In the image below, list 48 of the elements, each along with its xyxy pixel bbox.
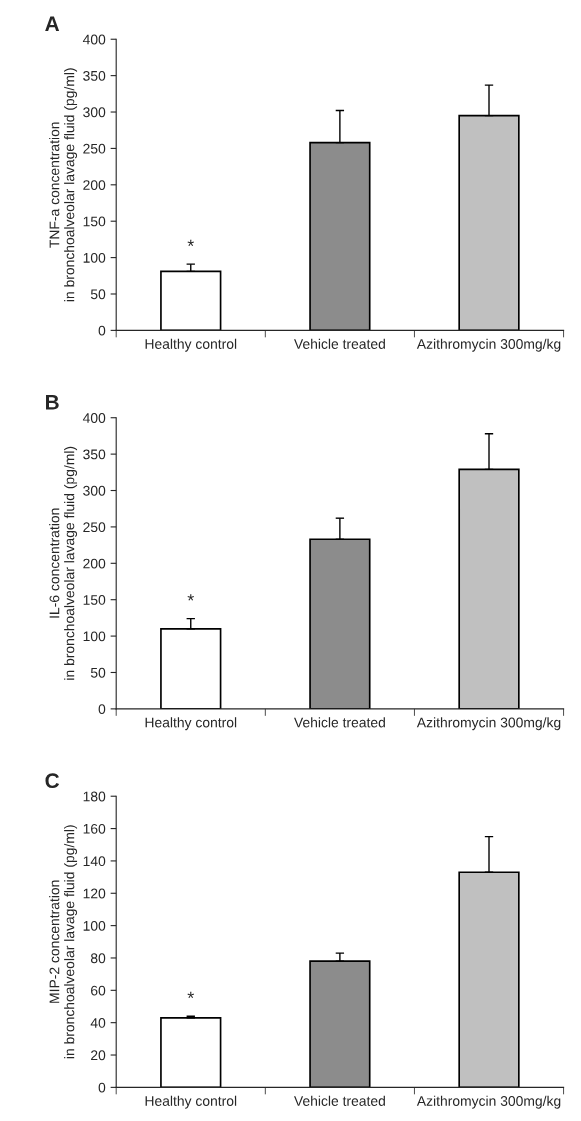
x-tick-label: Healthy control [145,717,237,731]
y-axis-title: IL-6 concentration in bronchoalveolar lavage fluid (pg/ml) [49,446,78,680]
y-tick-label: 140 [83,856,106,867]
bar [160,627,222,709]
y-tick-label: 100 [83,631,106,642]
y-tick-label: 100 [83,252,106,263]
x-tick-label: Healthy control [145,1095,237,1109]
y-tick-label: 400 [82,413,106,423]
y-tick-label: 150 [83,216,106,227]
y-tick-label: 150 [83,595,106,605]
y-tick-label: 100 [83,920,106,931]
y-tick-label: 350 [83,449,106,460]
y-tick-label: 50 [90,289,106,300]
y-tick-label: 40 [90,1018,106,1028]
y-tick-label: 180 [83,791,106,802]
x-tick-label: Vehicle treated [294,717,385,728]
annotation: * [187,594,194,601]
x-tick-label: Vehicle treated [294,338,385,349]
x-tick-label: Azithromycin 300mg/kg [416,338,561,352]
x-tick-label: Healthy control [145,338,237,352]
y-tick-label: 120 [83,888,106,899]
y-tick-label: 250 [83,143,106,154]
y-tick-label: 400 [82,34,106,45]
bar [160,1016,222,1088]
y-tick-label: 200 [83,180,106,190]
y-tick-label: 250 [83,522,106,533]
y-tick-label: 60 [91,985,106,996]
y-axis-title: TNF-a concentration in bronchoalveolar lavage fluid (pg/ml) [49,68,78,302]
y-tick-label: 0 [98,704,106,715]
y-tick-label: 0 [98,1082,106,1093]
chart-title: B [46,395,59,410]
annotation: * [187,991,194,999]
y-tick-label: 300 [83,485,106,496]
y-tick-label: 160 [83,823,106,834]
y-tick-label: 300 [83,107,106,118]
x-tick-label: Azithromycin 300mg/kg [416,717,561,731]
chart-title: C [45,773,60,789]
y-tick-label: 0 [98,325,106,336]
x-tick-label: Vehicle treated [294,1095,385,1106]
y-tick-label: 350 [83,70,106,81]
y-tick-label: 80 [90,953,106,964]
chart-title: A [45,16,60,31]
y-tick-label: 200 [83,558,106,569]
y-axis-title: MIP-2 concentration in bronchoalveolar lavage fluid (pg/ml) [49,825,78,1059]
y-tick-label: 20 [91,1050,106,1061]
x-tick-label: Azithromycin 300mg/kg [416,1095,561,1109]
annotation: * [187,239,194,247]
y-tick-label: 50 [90,667,106,678]
